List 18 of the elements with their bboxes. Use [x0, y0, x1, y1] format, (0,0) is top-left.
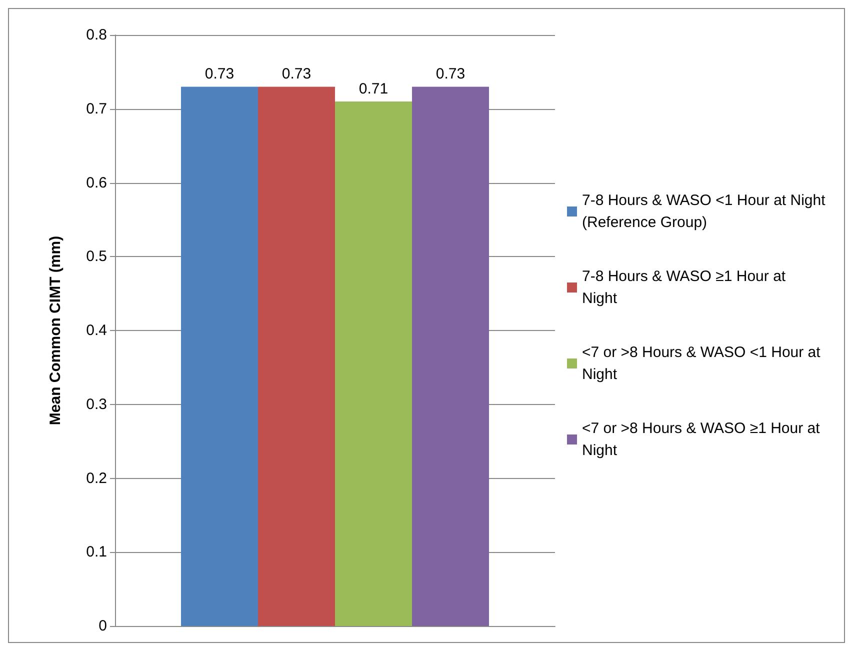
y-tick-label: 0.2	[86, 470, 107, 487]
y-tick-label: 0.3	[86, 396, 107, 413]
y-tick-label: 0	[98, 618, 107, 634]
y-tick-label: 0.6	[86, 174, 107, 192]
legend-label: <7 or >8 Hours & WASO ≥1 Hour at Night	[582, 420, 824, 459]
y-tick-label: 0.1	[86, 544, 107, 561]
legend-label: 7-8 Hours & WASO ≥1 Hour at Night	[582, 268, 790, 307]
y-tick-label: 0.7	[86, 100, 107, 118]
data-label: 0.73	[436, 66, 466, 83]
y-tick-label: 0.5	[86, 248, 107, 266]
data-label: 0.73	[204, 66, 234, 83]
y-axis-title: Mean Common CIMT (mm)	[47, 236, 64, 426]
y-tick-label: 0.4	[86, 322, 107, 339]
legend-label: <7 or >8 Hours & WASO <1 Hour at Night	[582, 344, 824, 383]
data-label: 0.71	[358, 80, 388, 98]
data-label: 0.73	[282, 66, 312, 83]
y-tick-label: 0.8	[86, 26, 107, 44]
legend-label: 7-8 Hours & WASO <1 Hour at Night (Reference Group)	[582, 192, 830, 231]
